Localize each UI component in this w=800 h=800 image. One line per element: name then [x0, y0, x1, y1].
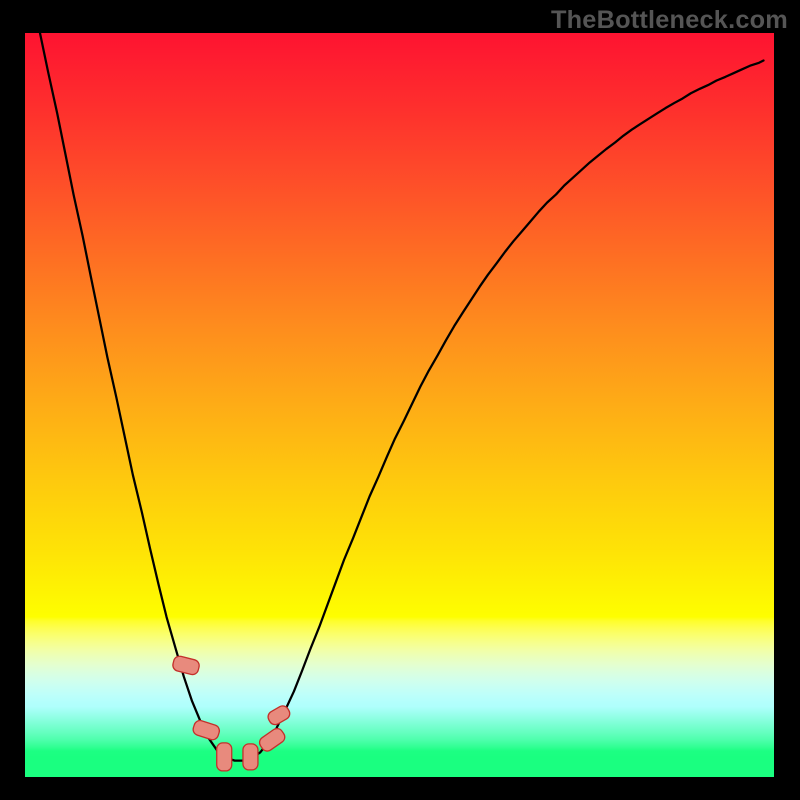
gradient-background: [25, 33, 774, 777]
chart-wrap: TheBottleneck.com: [0, 0, 800, 800]
bottleneck-plot: [25, 33, 774, 777]
data-marker: [217, 743, 232, 771]
watermark: TheBottleneck.com: [551, 6, 788, 35]
data-marker: [243, 744, 258, 770]
